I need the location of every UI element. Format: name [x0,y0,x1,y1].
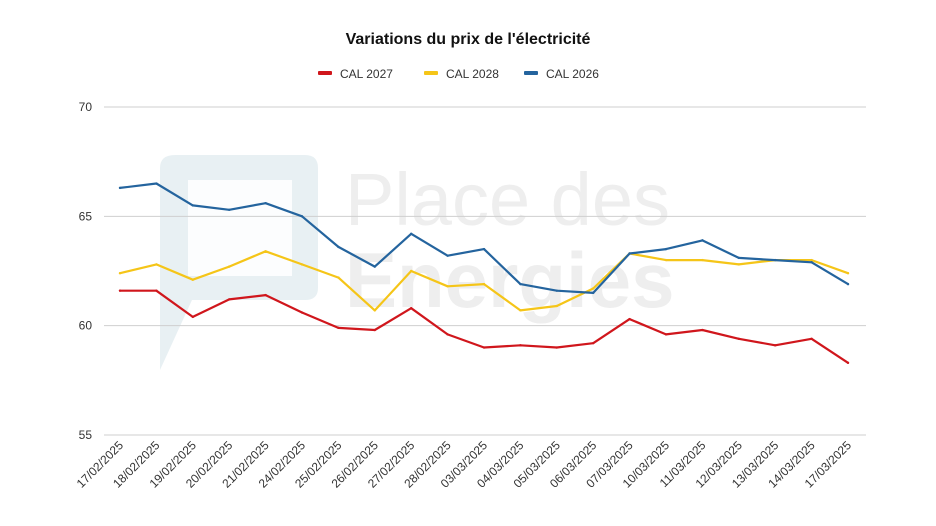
data-point [664,247,668,251]
y-tick-label: 70 [79,100,93,114]
data-point [737,337,740,340]
legend-swatch [424,71,438,75]
data-point [846,361,850,365]
data-point [410,232,413,236]
data-point [846,271,850,275]
data-point [555,346,558,349]
data-point [300,311,304,314]
legend: CAL 2027 CAL 2028 CAL 2026 [318,67,599,81]
legend-label: CAL 2028 [446,67,499,81]
data-point [555,289,558,292]
data-point [446,285,449,288]
data-point [592,341,595,345]
data-point [519,344,522,347]
data-point [592,291,595,295]
y-axis-ticks: 55 60 65 70 [79,100,93,442]
data-point [155,289,158,292]
watermark-line2: Energies [345,236,674,324]
data-point [264,293,267,297]
data-point [810,258,813,262]
gridlines [104,106,866,436]
data-point [118,186,122,190]
data-point [155,182,158,185]
data-point [300,263,304,266]
data-point [118,271,122,275]
data-point [191,315,194,319]
watermark-line1: Place des [345,158,670,241]
data-point [701,239,704,242]
data-point [118,289,122,292]
data-point [410,269,413,273]
data-point [701,328,704,332]
legend-swatch [318,71,332,75]
data-point [337,245,340,249]
data-point [228,298,231,301]
data-point [410,306,413,310]
data-point [482,282,486,286]
series-group [118,182,850,365]
y-tick-label: 55 [79,428,93,442]
data-point [810,261,813,264]
y-tick-label: 60 [79,319,93,333]
data-point [592,287,595,290]
data-point [264,250,267,253]
data-point [228,208,231,211]
data-point [373,309,376,312]
data-point [737,263,740,266]
data-point [228,265,231,268]
data-point [191,278,194,281]
data-point [846,282,850,286]
legend-label: CAL 2027 [340,67,393,81]
data-point [555,304,558,308]
data-point [628,317,631,321]
data-point [628,252,631,255]
data-point [519,282,522,286]
data-point [774,258,777,262]
data-point [701,258,704,262]
chart-title: Variations du prix de l'électricité [346,31,591,48]
data-point [373,265,376,268]
data-point [810,337,813,340]
data-point [155,263,158,266]
x-axis-ticks: 17/02/202518/02/202519/02/202520/02/2025… [74,438,855,491]
data-point [373,328,376,332]
legend-label: CAL 2026 [546,67,599,81]
y-tick-label: 65 [79,209,93,223]
data-point [519,309,522,312]
legend-swatch [524,71,538,75]
data-point [664,258,668,262]
data-point [191,204,194,207]
data-point [774,344,777,347]
data-point [264,202,267,205]
data-point [337,276,340,279]
data-point [446,333,449,336]
data-point [337,326,340,330]
data-point [446,254,449,257]
data-point [482,346,486,349]
data-point [664,333,668,336]
data-point [300,215,304,218]
data-point [737,256,740,260]
data-point [482,247,486,251]
